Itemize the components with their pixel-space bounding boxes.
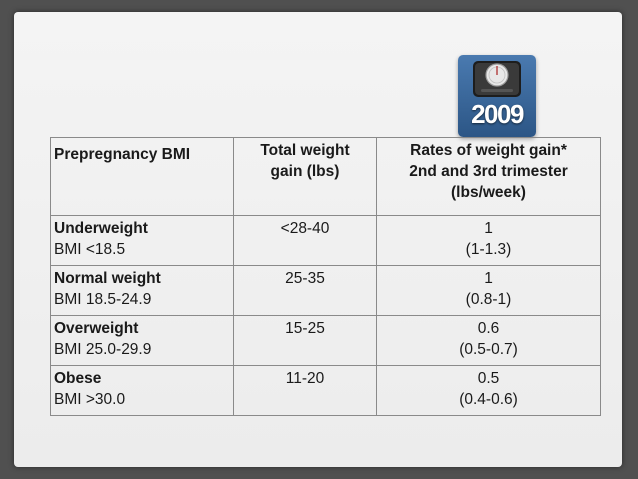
bmi-category: Overweight [54,320,139,337]
bmi-cell: Underweight BMI <18.5 [50,215,234,266]
rate-cell: 0.6 (0.5-0.7) [376,315,601,366]
table-header-row: Prepregnancy BMI Total weight gain (lbs)… [50,137,601,216]
bmi-cell: Obese BMI >30.0 [50,365,234,416]
rate-cell: 1 (1-1.3) [376,215,601,266]
rate-value: 1 [484,270,493,287]
table-row: Overweight BMI 25.0-29.9 15-25 0.6 (0.5-… [50,315,601,366]
bmi-category: Underweight [54,220,148,237]
header-total-line-1: Total weight [260,142,350,159]
bmi-category: Obese [54,370,102,387]
rate-value: 0.5 [477,370,500,387]
total-gain-cell: 11-20 [233,365,377,416]
total-gain-cell: 25-35 [233,265,377,316]
table-row: Obese BMI >30.0 11-20 0.5 (0.4-0.6) [50,365,601,416]
table-row: Underweight BMI <18.5 <28-40 1 (1-1.3) [50,215,601,266]
header-rates-line-2: 2nd and 3rd trimester [409,163,568,180]
rate-range: (0.5-0.7) [459,341,518,358]
table-row: Normal weight BMI 18.5-24.9 25-35 1 (0.8… [50,265,601,316]
rate-value: 0.6 [477,320,500,337]
header-prepregnancy-bmi: Prepregnancy BMI [50,137,234,216]
rate-range: (0.8-1) [465,291,512,308]
header-total-weight-gain: Total weight gain (lbs) [233,137,377,216]
bmi-range: BMI >30.0 [54,391,126,408]
total-gain-cell: <28-40 [233,215,377,266]
bmi-category: Normal weight [54,270,161,287]
bmi-range: BMI <18.5 [54,241,126,258]
rate-cell: 0.5 (0.4-0.6) [376,365,601,416]
bmi-range: BMI 18.5-24.9 [54,291,152,308]
badge-year: 2009 [471,99,524,129]
rate-value: 1 [484,220,493,237]
total-gain-cell: 15-25 [233,315,377,366]
rate-range: (1-1.3) [465,241,512,258]
bmi-cell: Overweight BMI 25.0-29.9 [50,315,234,366]
rate-range: (0.4-0.6) [459,391,518,408]
year-badge: 2009 [458,55,536,137]
header-rates-line-3: (lbs/week) [451,184,526,201]
header-total-line-2: gain (lbs) [270,163,340,180]
weight-gain-table: Prepregnancy BMI Total weight gain (lbs)… [50,137,601,416]
bathroom-scale-icon [473,61,521,97]
rate-cell: 1 (0.8-1) [376,265,601,316]
bmi-cell: Normal weight BMI 18.5-24.9 [50,265,234,316]
header-rates-weight-gain: Rates of weight gain* 2nd and 3rd trimes… [376,137,601,216]
header-rates-line-1: Rates of weight gain* [410,142,567,159]
bmi-range: BMI 25.0-29.9 [54,341,152,358]
